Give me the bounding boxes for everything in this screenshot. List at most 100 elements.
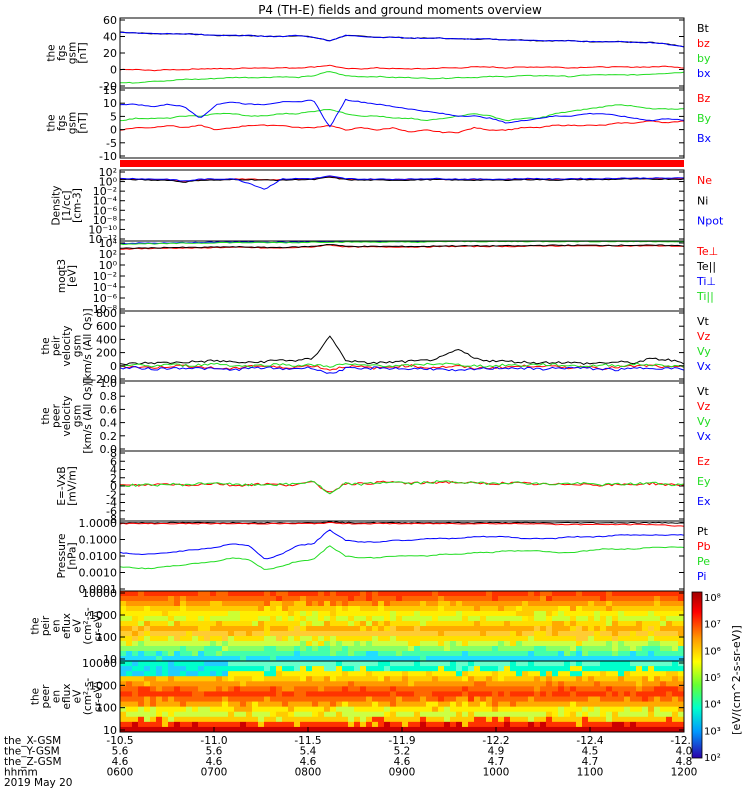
legend-entry: Vz bbox=[697, 330, 711, 343]
spectrogram-cell bbox=[498, 631, 505, 637]
spectrogram-cell bbox=[192, 636, 199, 642]
spectrogram-cell bbox=[144, 651, 151, 657]
spectrogram-cell bbox=[204, 641, 211, 647]
spectrogram-cell bbox=[642, 656, 649, 662]
spectrogram-cell bbox=[462, 646, 469, 652]
spectrogram-cell bbox=[510, 596, 517, 602]
spectrogram-cell bbox=[666, 726, 673, 733]
spectrogram-cell bbox=[612, 676, 619, 682]
spectrogram-cell bbox=[132, 686, 139, 692]
spectrogram-cell bbox=[438, 671, 445, 677]
spectrogram-cell bbox=[180, 601, 187, 607]
spectrogram-cell bbox=[576, 631, 583, 637]
spectrogram-cell bbox=[654, 626, 661, 632]
y-axis-label: [eV] bbox=[66, 265, 78, 287]
spectrogram-cell bbox=[660, 666, 667, 672]
spectrogram-cell bbox=[510, 621, 517, 627]
spectrogram-cell bbox=[330, 721, 337, 728]
spectrogram-cell bbox=[660, 636, 667, 642]
spectrogram-cell bbox=[582, 666, 589, 672]
spectrogram-cell bbox=[492, 636, 499, 642]
spectrogram-cell bbox=[300, 661, 307, 667]
spectrogram-cell bbox=[462, 621, 469, 627]
spectrogram-cell bbox=[588, 686, 595, 692]
spectrogram-cell bbox=[612, 721, 619, 728]
spectrogram-cell bbox=[516, 711, 523, 718]
spectrogram-cell bbox=[516, 596, 523, 602]
y-tick-label: -6 bbox=[106, 505, 117, 518]
spectrogram-cell bbox=[480, 646, 487, 652]
spectrogram-cell bbox=[558, 646, 565, 652]
y-axis-label: sr-eV) bbox=[93, 611, 105, 642]
spectrogram-cell bbox=[462, 681, 469, 687]
spectrogram-cell bbox=[396, 686, 403, 692]
spectrogram-cell bbox=[588, 706, 595, 713]
spectrogram-cell bbox=[162, 711, 169, 718]
spectrogram-cell bbox=[666, 616, 673, 622]
spectrogram-cell bbox=[456, 646, 463, 652]
spectrogram-cell bbox=[252, 631, 259, 637]
spectrogram-cell bbox=[576, 726, 583, 733]
y-tick-label: 60 bbox=[103, 14, 117, 27]
spectrogram-cell bbox=[186, 626, 193, 632]
spectrogram-cell bbox=[384, 651, 391, 657]
spectrogram-cell bbox=[672, 651, 679, 657]
y-axis-label: peir bbox=[51, 335, 63, 356]
spectrogram-cell bbox=[342, 601, 349, 607]
spectrogram-cell bbox=[402, 661, 409, 667]
spectrogram-cell bbox=[408, 646, 415, 652]
spectrogram-cell bbox=[228, 616, 235, 622]
spectrogram-cell bbox=[330, 676, 337, 682]
spectrogram-cell bbox=[432, 641, 439, 647]
spectrogram-cell bbox=[138, 656, 145, 662]
spectrogram-cell bbox=[402, 646, 409, 652]
spectrogram-cell bbox=[660, 681, 667, 687]
spectrogram-cell bbox=[258, 661, 265, 667]
spectrogram-cell bbox=[240, 646, 247, 652]
spectrogram-cell bbox=[600, 711, 607, 718]
spectrogram-cell bbox=[258, 676, 265, 682]
spectrogram-cell bbox=[342, 696, 349, 702]
spectrogram-cell bbox=[120, 706, 127, 713]
spectrogram-cell bbox=[486, 706, 493, 713]
spectrogram-cell bbox=[618, 666, 625, 672]
y-tick-label: 10⁻⁸ bbox=[93, 303, 118, 316]
spectrogram-cell bbox=[594, 721, 601, 728]
spectrogram-cell bbox=[600, 641, 607, 647]
spectrogram-cell bbox=[216, 616, 223, 622]
spectrogram-cell bbox=[588, 661, 595, 667]
spectrogram-cell bbox=[396, 706, 403, 713]
spectrogram-cell bbox=[474, 711, 481, 718]
spectrogram-cell bbox=[336, 671, 343, 677]
spectrogram-cell bbox=[564, 631, 571, 637]
spectrogram-cell bbox=[492, 611, 499, 617]
spectrogram-cell bbox=[270, 666, 277, 672]
spectrogram-cell bbox=[510, 701, 517, 708]
spectrogram-cell bbox=[570, 666, 577, 672]
spectrogram-cell bbox=[450, 726, 457, 733]
spectrogram-cell bbox=[564, 676, 571, 682]
legend-entry: Pi bbox=[697, 570, 706, 583]
spectrogram-cell bbox=[540, 616, 547, 622]
y-tick-label: 10⁻¹⁰ bbox=[88, 223, 117, 236]
spectrogram-cell bbox=[552, 656, 559, 662]
spectrogram-cell bbox=[288, 661, 295, 667]
spectrogram-cell bbox=[306, 686, 313, 692]
spectrogram-cell bbox=[192, 631, 199, 637]
spectrogram-cell bbox=[396, 721, 403, 728]
spectrogram-cell bbox=[162, 601, 169, 607]
spectrogram-cell bbox=[324, 621, 331, 627]
spectrogram-cell bbox=[630, 641, 637, 647]
spectrogram-cell bbox=[162, 696, 169, 702]
spectrogram-cell bbox=[252, 636, 259, 642]
spectrogram-cell bbox=[402, 726, 409, 733]
spectrogram-cell bbox=[492, 706, 499, 713]
spectrogram-cell bbox=[132, 636, 139, 642]
colorbar-label: [eV/(cm^2-s-sr-eV)] bbox=[730, 625, 743, 735]
spectrogram-cell bbox=[384, 691, 391, 697]
y-tick-label: 100 bbox=[96, 631, 117, 644]
spectrogram-cell bbox=[504, 591, 511, 597]
spectrogram-cell bbox=[564, 636, 571, 642]
spectrogram-cell bbox=[462, 726, 469, 733]
spectrogram-cell bbox=[414, 621, 421, 627]
